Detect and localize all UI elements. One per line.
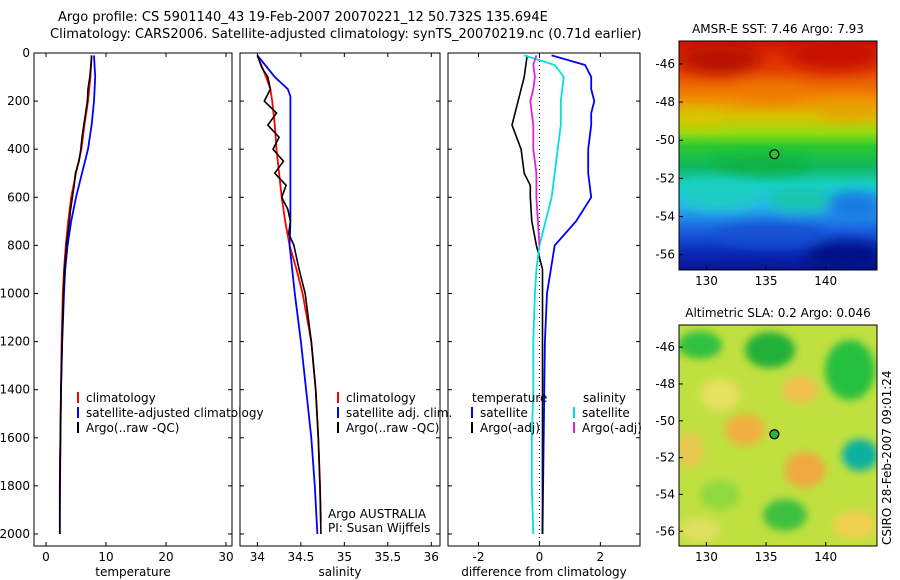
argo-annotation-line1: Argo AUSTRALIA bbox=[328, 507, 427, 521]
sla-heatmap-field bbox=[679, 325, 877, 546]
difference-profile-xtick-label: 2 bbox=[597, 550, 605, 564]
salinity-profile-axes-box bbox=[239, 52, 441, 547]
figure-title-line1: Argo profile: CS 5901140_43 19-Feb-2007 … bbox=[58, 10, 548, 25]
difference-profile-xtick-label: 0 bbox=[536, 550, 544, 564]
altimetric-sla-map-ytick-label: -46 bbox=[655, 340, 675, 354]
argo-annotation-line2: PI: Susan Wijffels bbox=[328, 521, 430, 535]
temperature-legend-label: climatology bbox=[86, 391, 156, 405]
difference-profile-series-temperature-satellite bbox=[541, 54, 596, 535]
temperature-profile-xtick-label: 0 bbox=[42, 550, 50, 564]
difference-legend-salinity-label: Argo(-adj) bbox=[582, 421, 642, 435]
salinity-legend-label: satellite adj. clim. bbox=[346, 406, 452, 420]
temperature-profile-xtick-label: 20 bbox=[158, 550, 173, 564]
temperature-legend-label: satellite-adjusted climatology bbox=[86, 406, 264, 420]
salinity-profile-series-argo-raw-qc- bbox=[256, 55, 322, 535]
depth-ytick-label: 1400 bbox=[0, 383, 30, 397]
altimetric-sla-map-ytick-label: -56 bbox=[655, 524, 675, 538]
temperature-profile-axes-box bbox=[33, 52, 233, 547]
amsre-sst-map-frame bbox=[678, 40, 878, 271]
salinity-profile-xlabel: salinity bbox=[318, 565, 361, 579]
salinity-legend-label: Argo(..raw -QC) bbox=[346, 421, 439, 435]
depth-ytick-label: 200 bbox=[7, 94, 30, 108]
salinity-profile-xtick-label: 35.5 bbox=[374, 550, 401, 564]
difference-profile-series-temperature-argo-adj- bbox=[511, 55, 544, 534]
salinity-profile-series-satellite-adj-clim- bbox=[256, 54, 319, 535]
csiro-timestamp-vertical: CSIRO 28-Feb-2007 09:01:24 bbox=[880, 370, 894, 545]
altimetric-sla-map-xtick-label: 130 bbox=[695, 550, 718, 564]
amsre-sst-map-ytick-label: -50 bbox=[655, 133, 675, 147]
depth-ytick-label: 1600 bbox=[0, 431, 30, 445]
difference-legend-heading-temperature: temperature bbox=[472, 391, 547, 405]
temperature-profile-xlabel: temperature bbox=[95, 565, 170, 579]
altimetric-sla-map-ytick-label: -50 bbox=[655, 414, 675, 428]
altimetric-sla-map-argo-marker bbox=[769, 429, 780, 440]
salinity-profile-xtick-label: 34.5 bbox=[288, 550, 315, 564]
temperature-profile-series-satellite-adjusted-climatology bbox=[58, 55, 97, 534]
depth-ytick-label: 400 bbox=[7, 142, 30, 156]
difference-profile-series-salinity-satellite bbox=[523, 54, 565, 535]
salinity-profile-series-climatology bbox=[256, 55, 322, 523]
depth-ytick-label: 600 bbox=[7, 190, 30, 204]
difference-profile-xlabel: difference from climatology bbox=[461, 565, 627, 579]
sst-heatmap-field bbox=[679, 41, 877, 270]
amsre-sst-map-ytick-label: -54 bbox=[655, 210, 675, 224]
depth-ytick-label: 1800 bbox=[0, 479, 30, 493]
amsre-sst-map-ytick-label: -56 bbox=[655, 248, 675, 262]
amsre-sst-map-xtick-label: 130 bbox=[695, 274, 718, 288]
altimetric-sla-map-ytick-label: -54 bbox=[655, 487, 675, 501]
amsre-sst-map-xtick-label: 135 bbox=[755, 274, 778, 288]
difference-legend-temperature-label: Argo(-adj) bbox=[480, 421, 540, 435]
temperature-profile-xtick-label: 10 bbox=[98, 550, 113, 564]
altimetric-sla-map-title: Altimetric SLA: 0.2 Argo: 0.046 bbox=[685, 306, 870, 320]
temperature-profile-series-argo-raw-qc- bbox=[58, 55, 93, 534]
depth-ytick-label: 1000 bbox=[0, 286, 30, 300]
amsre-sst-map-ytick-label: -46 bbox=[655, 57, 675, 71]
depth-ytick-label: 0 bbox=[22, 46, 30, 60]
amsre-sst-map-ytick-label: -52 bbox=[655, 171, 675, 185]
altimetric-sla-map-ytick-label: -52 bbox=[655, 451, 675, 465]
figure-title-line2: Climatology: CARS2006. Satellite-adjuste… bbox=[50, 27, 642, 42]
depth-ytick-label: 2000 bbox=[0, 527, 30, 541]
salinity-legend-label: climatology bbox=[346, 391, 416, 405]
salinity-profile-xtick-label: 35 bbox=[337, 550, 352, 564]
salinity-profile-xtick-label: 34 bbox=[250, 550, 265, 564]
amsre-sst-map-xtick-label: 140 bbox=[814, 274, 837, 288]
difference-legend-heading-salinity: salinity bbox=[583, 391, 626, 405]
altimetric-sla-map-xtick-label: 140 bbox=[814, 550, 837, 564]
temperature-legend-label: Argo(..raw -QC) bbox=[86, 421, 179, 435]
altimetric-sla-map-frame bbox=[678, 324, 878, 547]
difference-profile-axes-box bbox=[447, 52, 641, 547]
difference-profile-series-salinity-argo-adj- bbox=[529, 55, 541, 246]
amsre-sst-map-title: AMSR-E SST: 7.46 Argo: 7.93 bbox=[692, 22, 864, 36]
amsre-sst-map-argo-marker bbox=[769, 149, 780, 160]
difference-legend-temperature-label: satellite bbox=[480, 406, 528, 420]
difference-profile-xtick-label: -2 bbox=[472, 550, 484, 564]
altimetric-sla-map-ytick-label: -48 bbox=[655, 377, 675, 391]
temperature-profile-xtick-label: 30 bbox=[218, 550, 233, 564]
depth-ytick-label: 1200 bbox=[0, 335, 30, 349]
altimetric-sla-map-xtick-label: 135 bbox=[755, 550, 778, 564]
amsre-sst-map-ytick-label: -48 bbox=[655, 95, 675, 109]
depth-ytick-label: 800 bbox=[7, 238, 30, 252]
salinity-profile-xtick-label: 36 bbox=[424, 550, 439, 564]
difference-legend-salinity-label: satellite bbox=[582, 406, 630, 420]
